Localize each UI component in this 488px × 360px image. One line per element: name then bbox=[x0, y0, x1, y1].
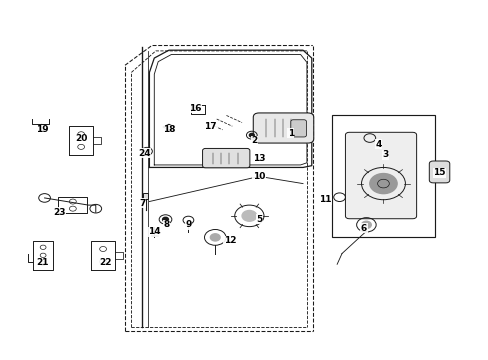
Text: 21: 21 bbox=[36, 258, 48, 267]
Text: 9: 9 bbox=[185, 220, 191, 229]
Circle shape bbox=[369, 174, 396, 194]
Text: 12: 12 bbox=[223, 237, 236, 246]
Text: 6: 6 bbox=[360, 224, 366, 233]
Text: 3: 3 bbox=[382, 150, 388, 159]
Text: 24: 24 bbox=[138, 149, 150, 158]
Text: 7: 7 bbox=[139, 199, 145, 208]
Circle shape bbox=[162, 217, 168, 222]
Circle shape bbox=[249, 134, 254, 137]
Circle shape bbox=[361, 221, 370, 228]
FancyBboxPatch shape bbox=[290, 120, 306, 137]
Text: 14: 14 bbox=[148, 228, 160, 237]
Text: 4: 4 bbox=[375, 140, 381, 149]
Text: 15: 15 bbox=[432, 168, 445, 177]
FancyBboxPatch shape bbox=[253, 113, 313, 143]
Bar bbox=[142, 193, 148, 199]
Text: 5: 5 bbox=[256, 215, 262, 224]
Circle shape bbox=[144, 149, 149, 153]
Text: 17: 17 bbox=[203, 122, 216, 131]
Text: 16: 16 bbox=[189, 104, 202, 113]
Polygon shape bbox=[163, 125, 174, 130]
FancyBboxPatch shape bbox=[345, 132, 416, 219]
Bar bbox=[331, 116, 434, 237]
Text: 11: 11 bbox=[318, 195, 330, 204]
Text: 13: 13 bbox=[252, 154, 265, 163]
Text: 22: 22 bbox=[99, 258, 112, 267]
Circle shape bbox=[242, 211, 256, 221]
Text: 1: 1 bbox=[287, 129, 293, 138]
Text: 18: 18 bbox=[163, 125, 175, 134]
Text: 20: 20 bbox=[75, 134, 87, 143]
Text: 19: 19 bbox=[36, 125, 48, 134]
FancyBboxPatch shape bbox=[202, 148, 249, 168]
Circle shape bbox=[210, 234, 220, 241]
Text: 8: 8 bbox=[163, 220, 169, 229]
Text: 2: 2 bbox=[251, 136, 257, 145]
Text: 23: 23 bbox=[53, 208, 65, 217]
FancyBboxPatch shape bbox=[428, 161, 449, 183]
Text: 10: 10 bbox=[252, 172, 265, 181]
